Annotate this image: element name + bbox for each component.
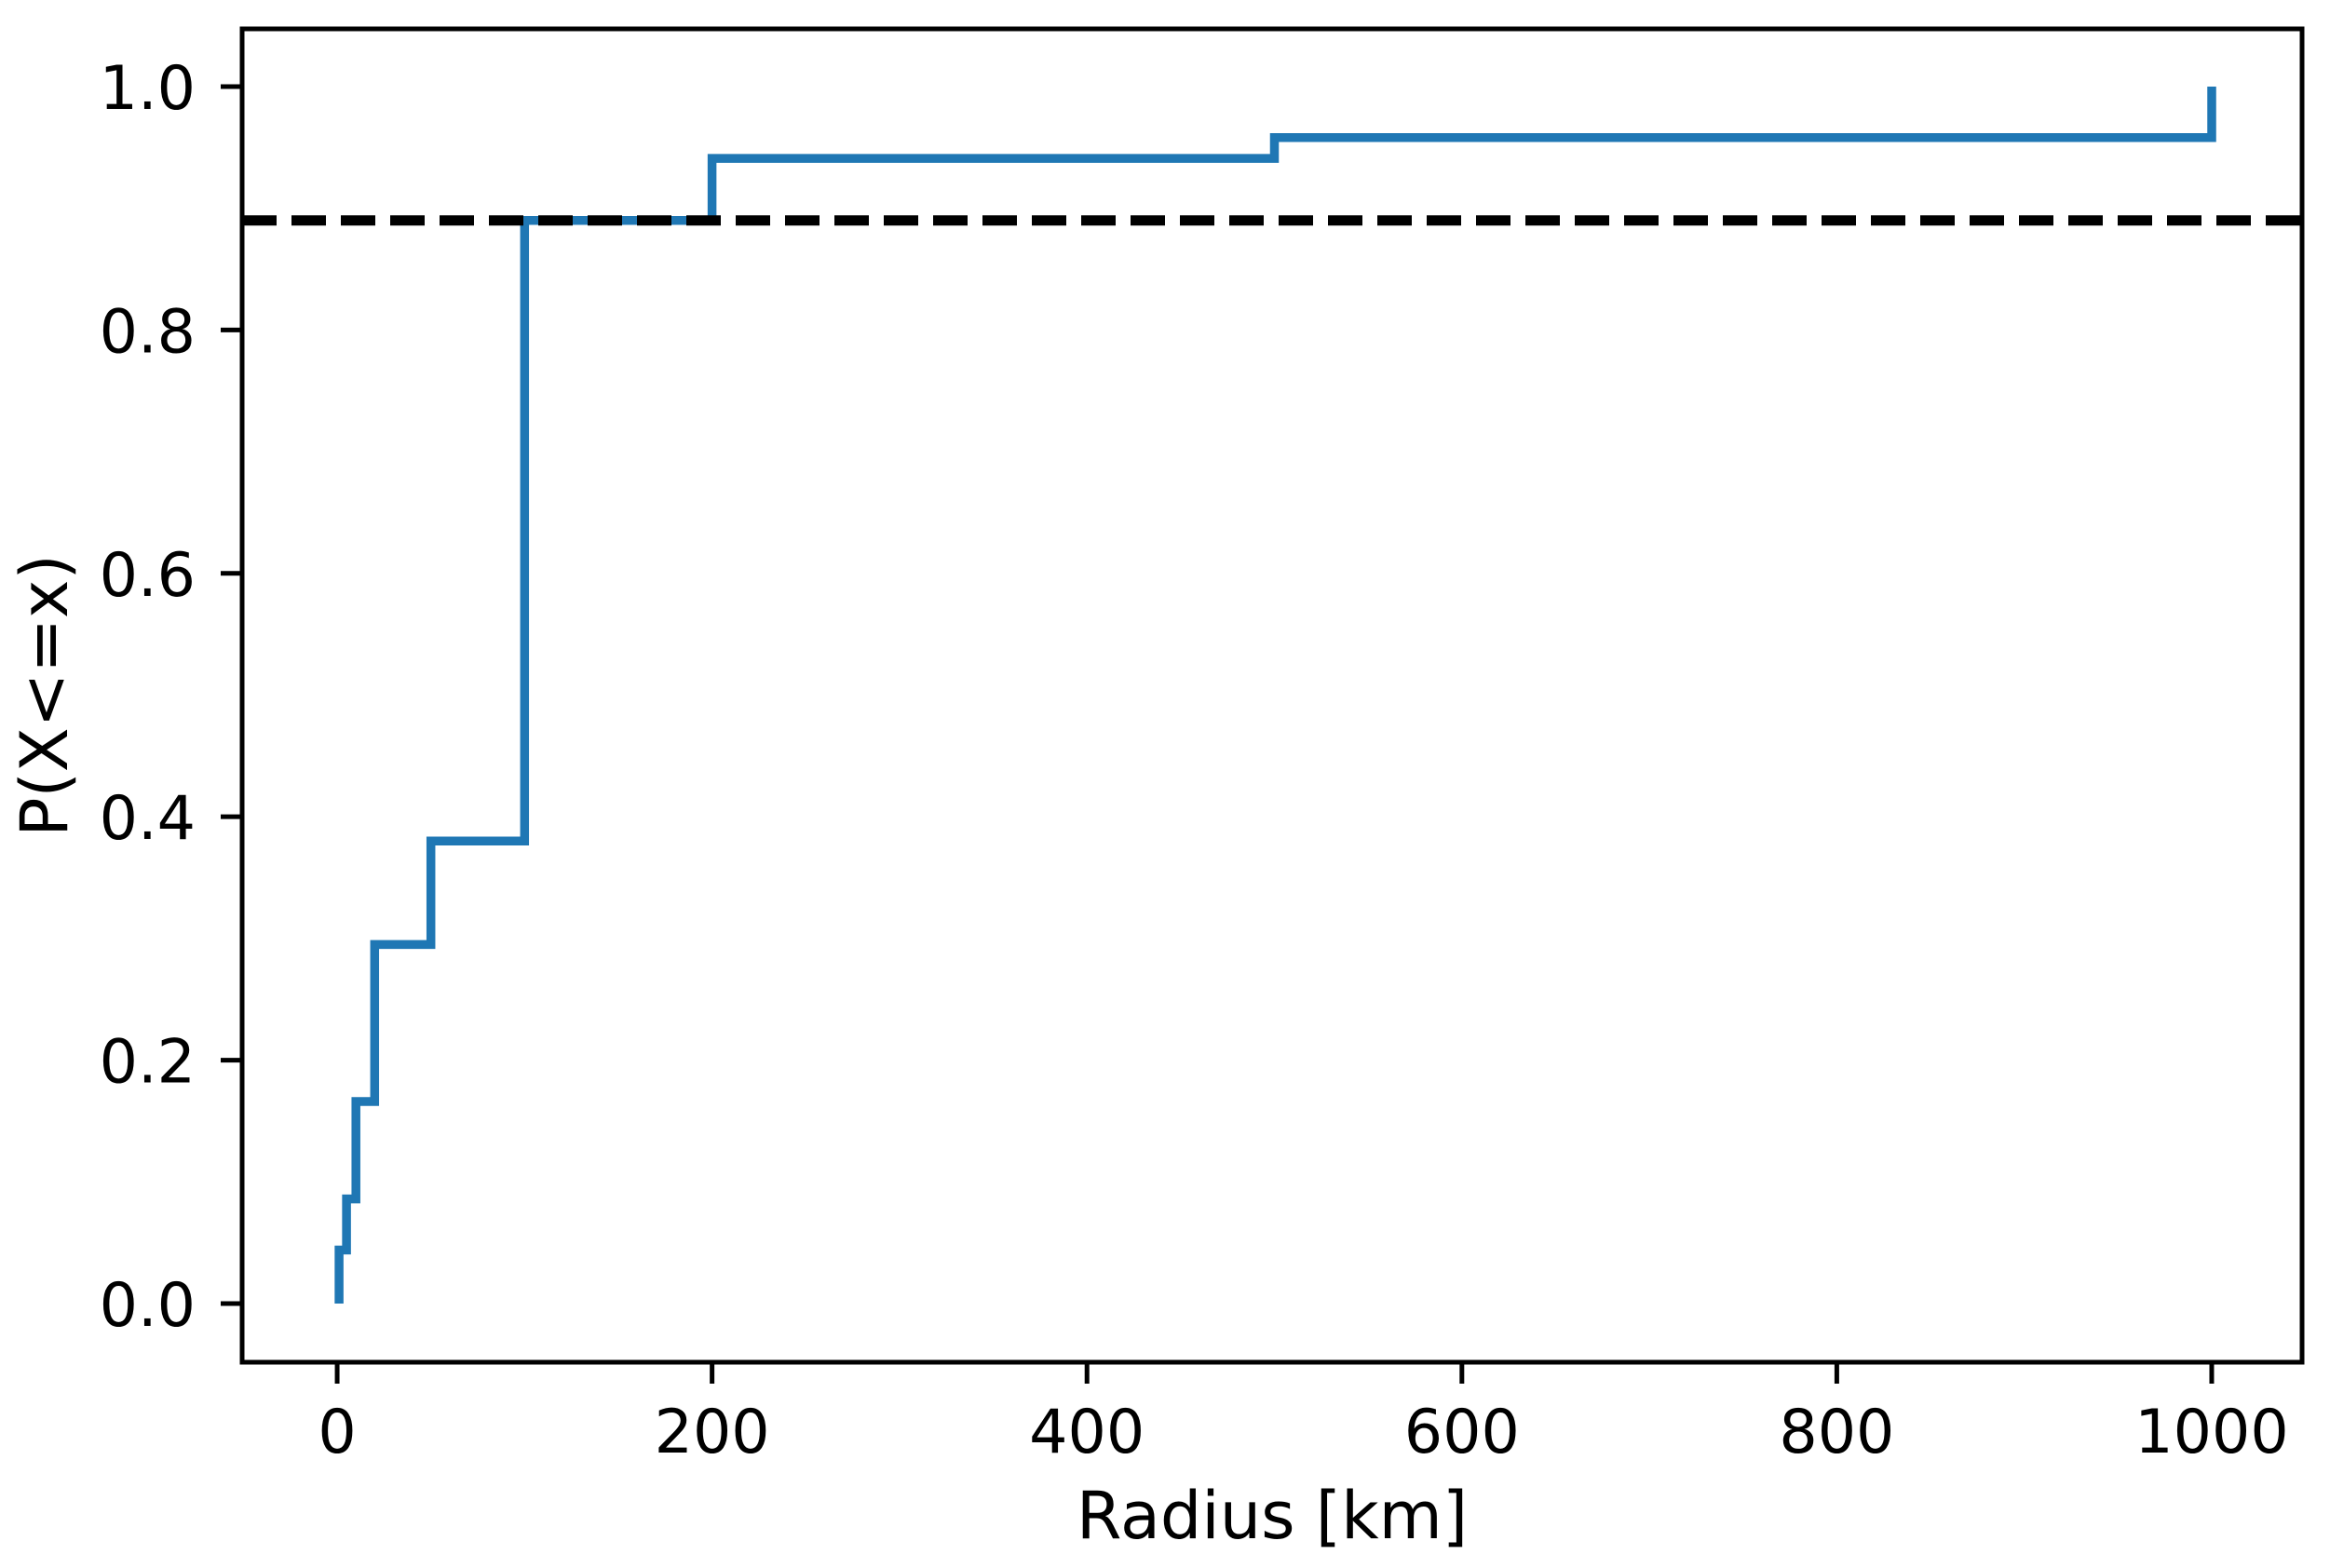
x-tick-label: 800 [1779,1398,1894,1467]
x-tick-label: 0 [318,1398,356,1467]
y-tick-label: 0.0 [100,1271,196,1341]
y-tick-label: 0.6 [100,541,196,611]
x-tick-label: 400 [1029,1398,1145,1467]
plot-border [239,26,2305,1365]
x-tick-label: 1000 [2134,1398,2288,1467]
x-tick-label: 200 [655,1398,770,1467]
x-tick-label: 600 [1404,1398,1520,1467]
x-axis-label: Radius [km] [1077,1478,1468,1554]
plot-content: 0 200 400 600 800 1000 0.0 0.2 0.4 0.6 0.8 1.0 [100,26,2305,1467]
y-axis-label: P(X<=x) [7,554,83,837]
y-tick-label: 1.0 [100,54,196,124]
y-tick-label: 0.4 [100,784,196,854]
y-tick-label: 0.2 [100,1028,196,1098]
ecdf-line [334,87,2216,1304]
y-tick-label: 0.8 [100,297,196,367]
